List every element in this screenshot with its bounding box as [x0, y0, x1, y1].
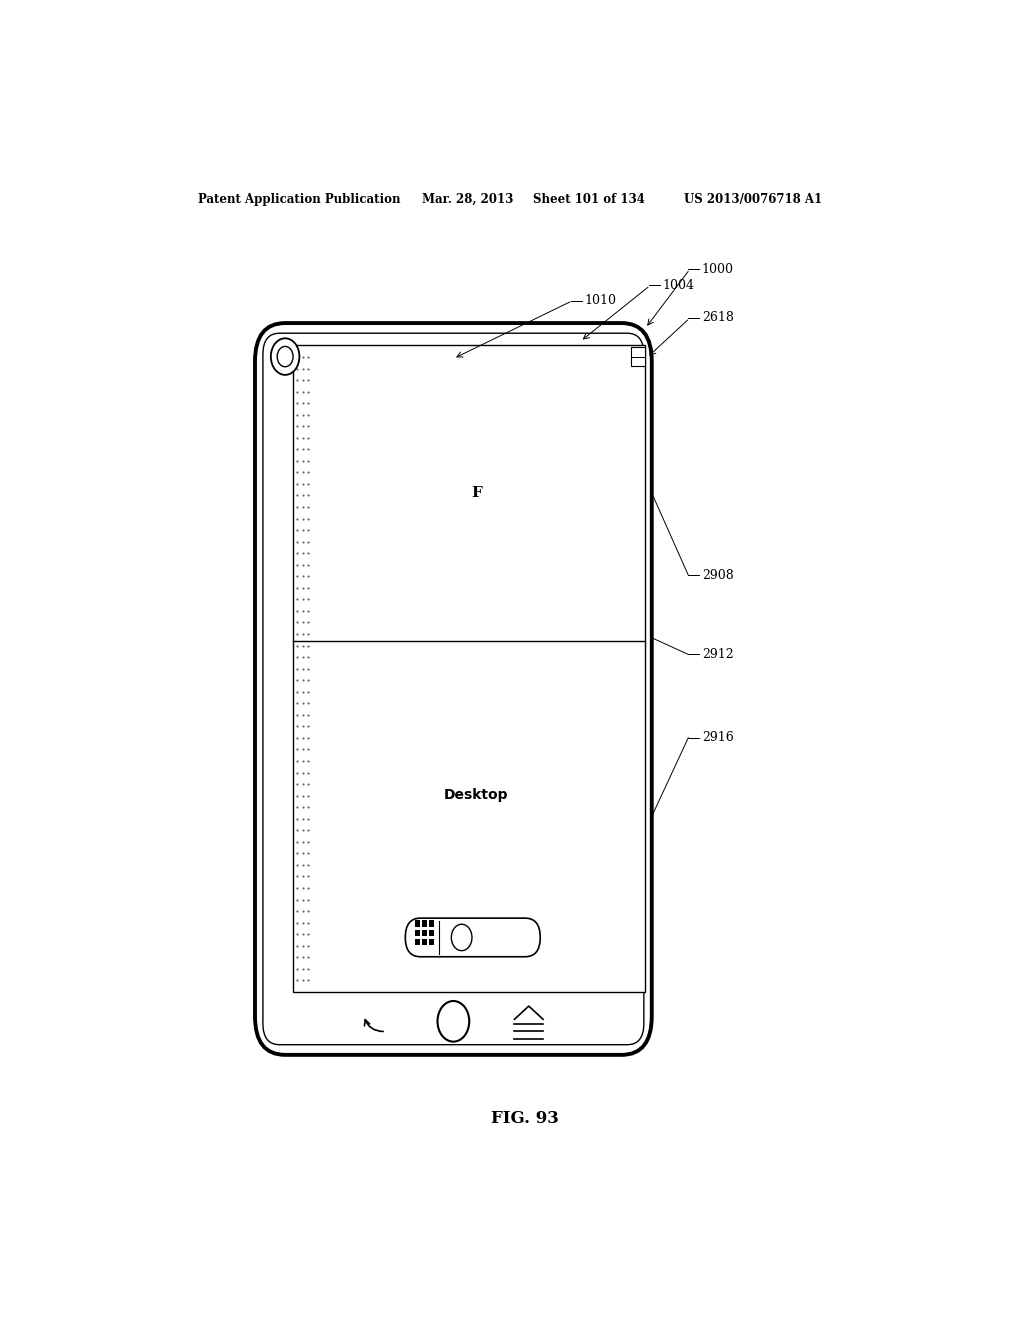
Bar [422, 929, 427, 936]
Bar [415, 939, 420, 945]
Text: 2908: 2908 [701, 569, 733, 582]
Bar [429, 939, 434, 945]
Bar [422, 939, 427, 945]
Text: Patent Application Publication: Patent Application Publication [198, 193, 400, 206]
FancyBboxPatch shape [406, 919, 541, 957]
Text: 2912: 2912 [701, 648, 733, 661]
Circle shape [437, 1001, 469, 1041]
Text: 2618: 2618 [701, 312, 733, 325]
Bar [422, 920, 427, 927]
Circle shape [270, 338, 299, 375]
Bar [293, 346, 645, 991]
Bar [429, 929, 434, 936]
Text: 1010: 1010 [585, 294, 616, 308]
Bar [429, 920, 434, 927]
Circle shape [452, 924, 472, 950]
FancyBboxPatch shape [255, 323, 652, 1055]
Bar [415, 920, 420, 927]
Text: Mar. 28, 2013: Mar. 28, 2013 [422, 193, 513, 206]
Bar [415, 929, 420, 936]
Circle shape [278, 346, 293, 367]
Text: 1004: 1004 [663, 279, 694, 292]
Text: Desktop: Desktop [444, 788, 509, 803]
Text: FIG. 93: FIG. 93 [490, 1110, 559, 1127]
Text: Sheet 101 of 134: Sheet 101 of 134 [532, 193, 645, 206]
Text: 1000: 1000 [701, 263, 734, 276]
Bar [631, 347, 645, 366]
Text: F: F [471, 486, 481, 500]
Text: 2916: 2916 [701, 731, 733, 744]
Text: US 2013/0076718 A1: US 2013/0076718 A1 [684, 193, 821, 206]
